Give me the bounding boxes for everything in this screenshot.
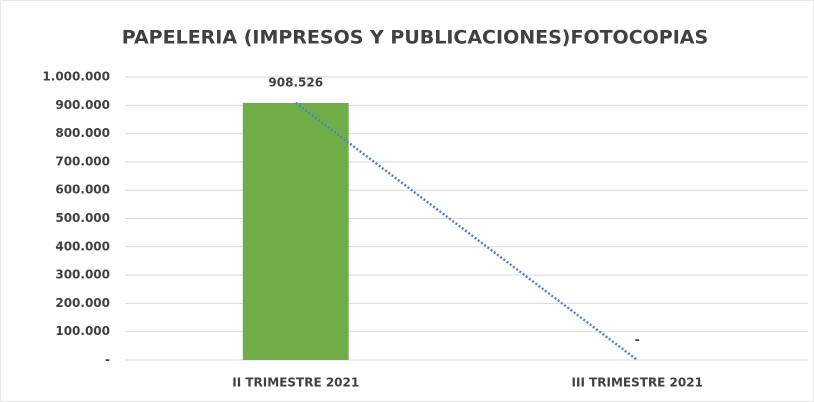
y-tick-label: 100.000: [55, 324, 110, 338]
y-tick-label: 400.000: [55, 239, 110, 253]
y-tick-label: 700.000: [55, 154, 110, 168]
data-label: -: [635, 333, 640, 347]
x-tick-label: III TRIMESTRE 2021: [572, 376, 703, 390]
y-tick-label: 200.000: [55, 296, 110, 310]
chart-title: PAPELERIA (IMPRESOS Y PUBLICACIONES)FOTO…: [122, 27, 708, 49]
x-tick-label: II TRIMESTRE 2021: [232, 376, 359, 390]
y-tick-label: 600.000: [55, 183, 110, 197]
y-tick-label: -: [105, 353, 110, 367]
y-tick-label: 1.000.000: [42, 70, 110, 84]
trendline: [294, 101, 639, 361]
bar: [242, 102, 349, 360]
data-label: 908.526: [268, 75, 323, 89]
y-tick-label: 800.000: [55, 126, 110, 140]
y-tick-label: 900.000: [55, 98, 110, 112]
y-tick-label: 500.000: [55, 211, 110, 225]
y-tick-label: 300.000: [55, 268, 110, 282]
